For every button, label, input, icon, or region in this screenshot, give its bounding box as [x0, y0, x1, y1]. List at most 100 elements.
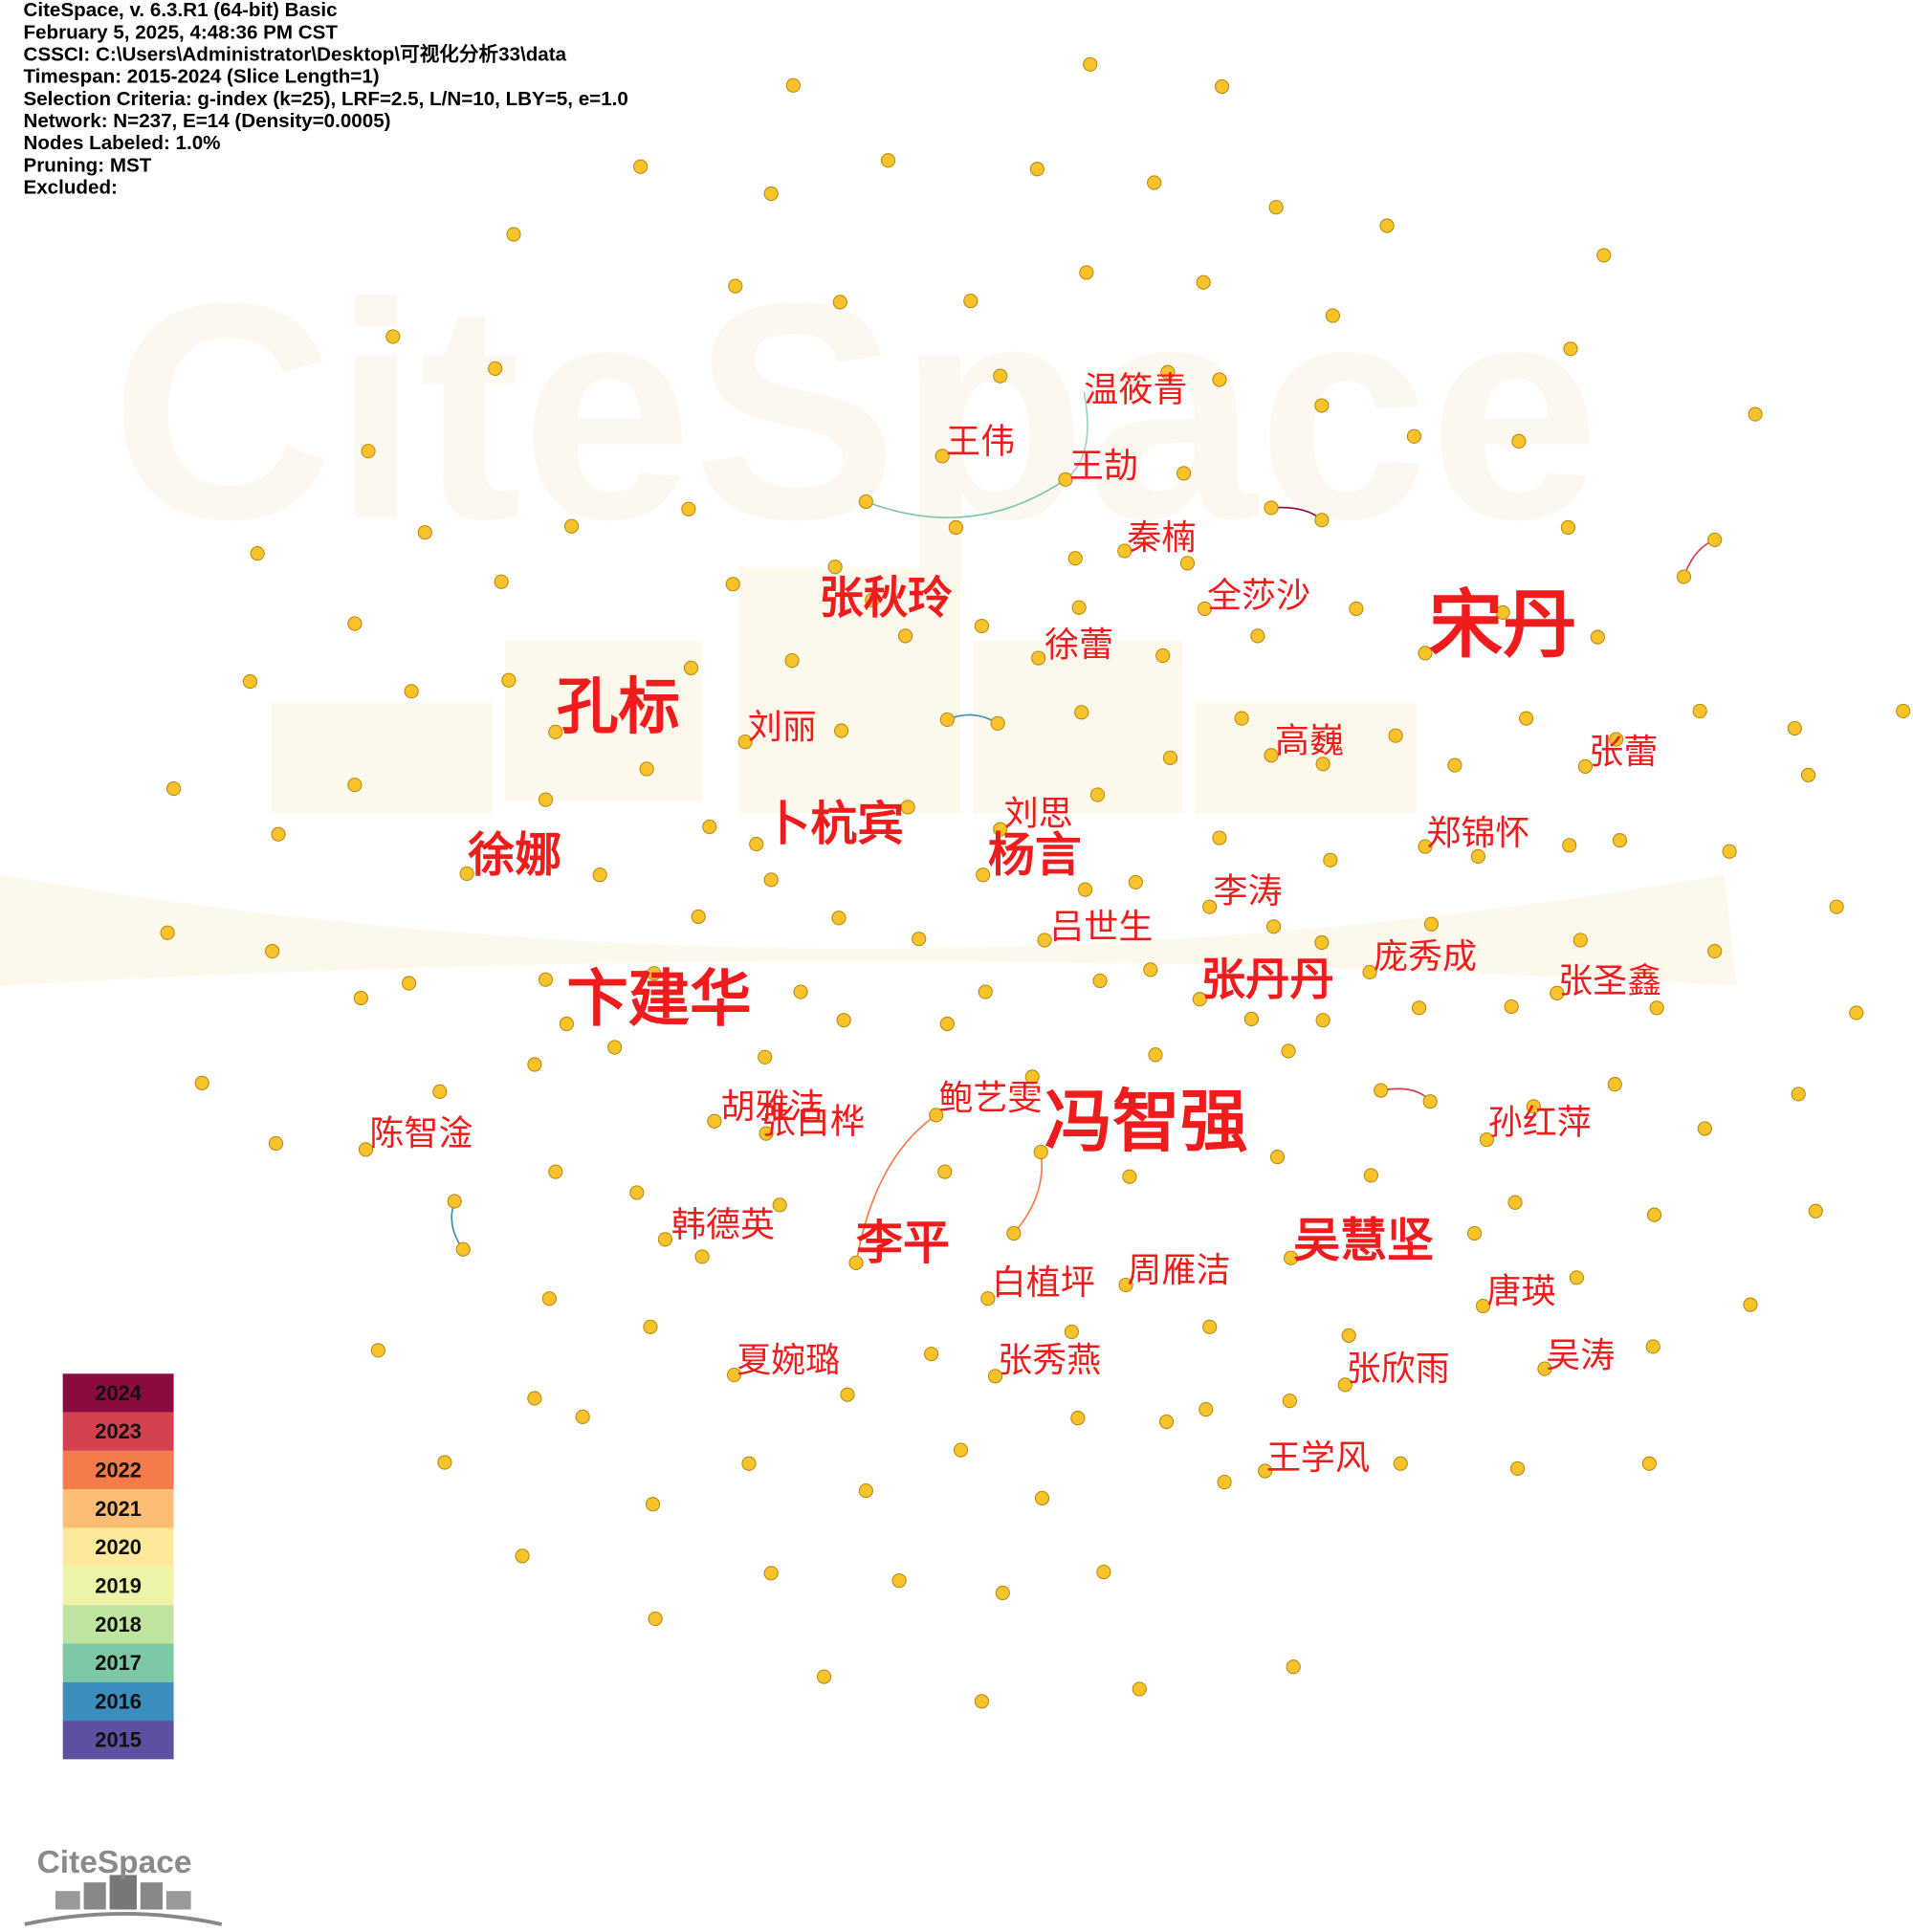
node: [1787, 720, 1802, 736]
node-label: 吴慧坚: [1293, 1213, 1434, 1268]
node: [1286, 1659, 1301, 1675]
node: [559, 1016, 574, 1032]
node-label: 秦楠: [1127, 517, 1196, 558]
legend-label: 2017: [95, 1651, 142, 1675]
edge: [866, 478, 1066, 518]
node: [268, 1135, 284, 1152]
node: [1537, 1361, 1552, 1376]
node: [401, 976, 417, 991]
node: [1607, 1077, 1622, 1092]
node: [749, 836, 764, 852]
node-label: 张丹丹: [1201, 953, 1334, 1005]
logo-bar: [140, 1882, 163, 1910]
node: [1808, 1203, 1823, 1218]
node-label: 鲍艺雯: [938, 1078, 1042, 1118]
node-label: 白植坪: [992, 1262, 1095, 1303]
node: [1504, 999, 1519, 1015]
node-label: 周雁洁: [1127, 1250, 1230, 1290]
node: [912, 932, 927, 947]
legend-swatch: [62, 1605, 174, 1644]
node-label: 宋丹: [1429, 582, 1577, 669]
node: [1645, 1339, 1660, 1354]
node: [1148, 1047, 1163, 1063]
node: [432, 1084, 448, 1099]
node: [1323, 852, 1338, 867]
node: [726, 1367, 742, 1383]
node-label: 全莎沙: [1207, 575, 1310, 615]
header-line: Timespan: 2015-2024 (Slice Length=1): [23, 66, 379, 88]
node: [1282, 1394, 1297, 1409]
node: [1037, 933, 1052, 948]
node: [953, 1442, 969, 1458]
node: [347, 616, 363, 631]
node: [1406, 428, 1422, 444]
node: [1697, 1121, 1712, 1136]
node: [455, 1241, 471, 1257]
node: [900, 800, 915, 815]
node: [1849, 1005, 1864, 1021]
node: [1024, 1069, 1040, 1085]
node: [937, 1164, 953, 1179]
node: [833, 723, 849, 738]
node: [974, 618, 989, 634]
logo-bar: [83, 1882, 106, 1910]
node: [1176, 466, 1192, 481]
node: [707, 1113, 722, 1129]
node: [1379, 218, 1395, 233]
node: [657, 1232, 673, 1247]
node: [1269, 1150, 1286, 1165]
node: [494, 574, 509, 589]
node: [816, 1669, 832, 1684]
node-label: 高巍: [1275, 720, 1344, 760]
node: [1362, 964, 1377, 980]
node: [1266, 919, 1282, 934]
node: [1393, 1456, 1408, 1471]
legend-swatch: [62, 1721, 174, 1760]
node-label: 李涛: [1214, 871, 1283, 911]
logo-book: [24, 1912, 223, 1926]
watermark-block: [973, 641, 1183, 814]
node: [827, 560, 843, 575]
header-line: Network: N=237, E=14 (Density=0.0005): [23, 110, 390, 132]
legend-label: 2022: [95, 1459, 142, 1482]
node: [404, 684, 419, 699]
node: [1475, 1298, 1491, 1314]
node: [459, 866, 474, 882]
node: [1264, 500, 1279, 516]
node: [1077, 882, 1093, 897]
legend-swatch: [62, 1527, 174, 1567]
node: [1418, 646, 1433, 661]
node: [1284, 1250, 1299, 1265]
node-label: 张白桦: [761, 1101, 865, 1141]
node: [1089, 787, 1106, 802]
node: [501, 672, 517, 688]
node: [1418, 839, 1433, 854]
node: [1550, 985, 1565, 1000]
header-line: Selection Criteria: g-index (k=25), LRF=…: [23, 88, 627, 110]
node: [772, 1197, 787, 1213]
node: [759, 1126, 774, 1141]
node: [691, 909, 706, 925]
node: [645, 1497, 661, 1512]
node: [784, 653, 800, 669]
node: [643, 1319, 658, 1334]
node: [647, 966, 662, 981]
node-label: 陈智淦: [369, 1113, 473, 1153]
node: [836, 1013, 851, 1028]
node-label: 王劼: [1069, 446, 1138, 486]
node: [1158, 1414, 1175, 1430]
node: [194, 1075, 209, 1090]
node: [1281, 1043, 1296, 1059]
node-label: 李平: [856, 1215, 950, 1270]
node: [858, 1483, 873, 1499]
node: [385, 329, 401, 344]
nodes: [160, 56, 1911, 1709]
node: [515, 1548, 530, 1564]
node: [629, 1185, 645, 1200]
logo-bar: [109, 1875, 137, 1910]
node: [541, 1291, 557, 1306]
node: [763, 186, 779, 202]
edge: [1065, 391, 1088, 480]
node: [361, 444, 376, 459]
